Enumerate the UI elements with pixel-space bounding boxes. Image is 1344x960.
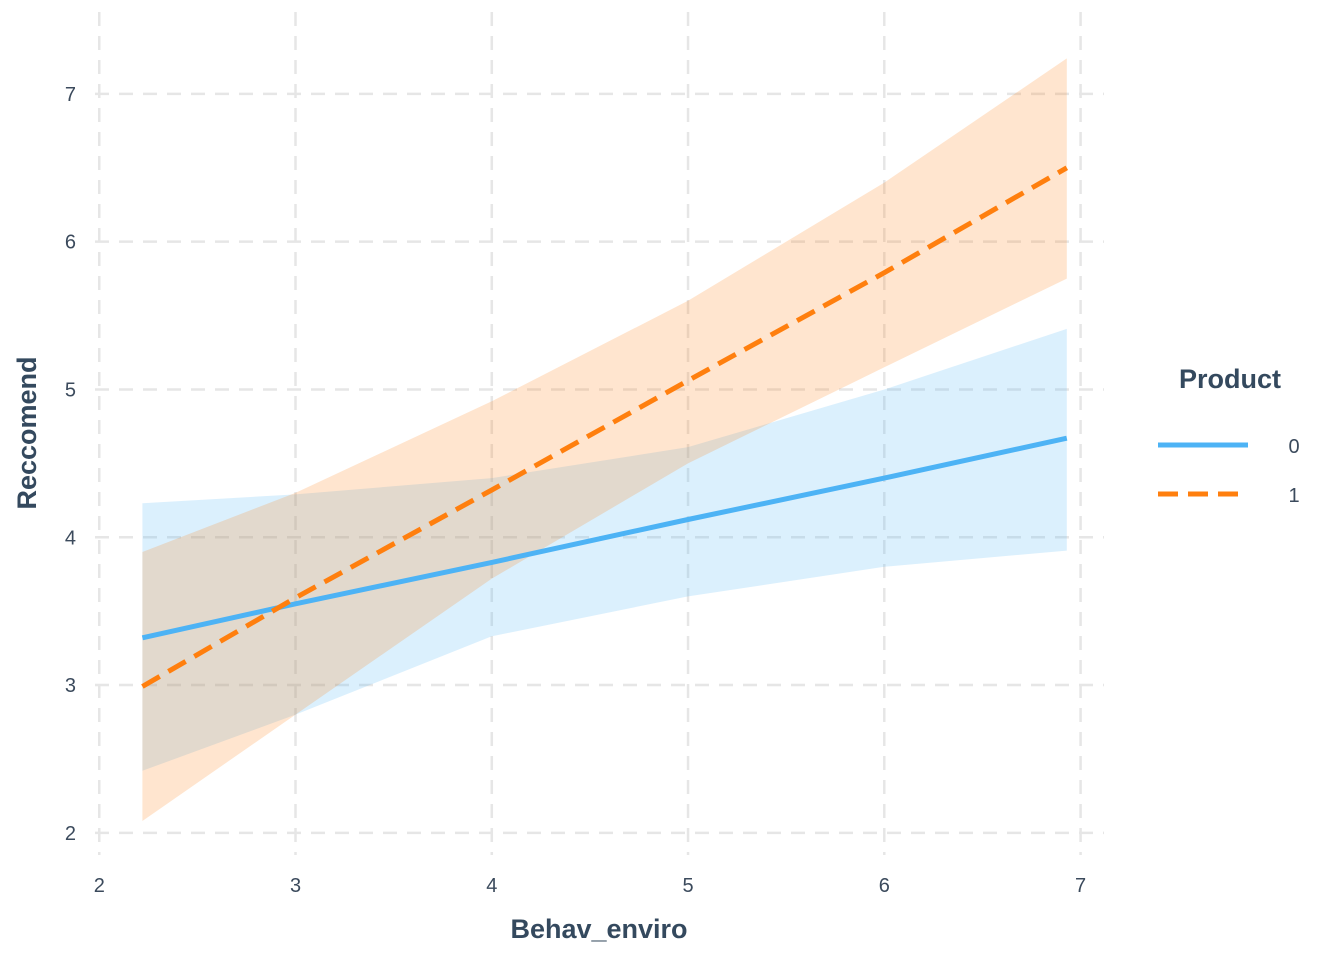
y-tick-label-4: 4 bbox=[65, 527, 76, 549]
confidence-band-1 bbox=[142, 58, 1067, 821]
x-tick-label-3: 3 bbox=[290, 875, 301, 897]
y-tick-label-7: 7 bbox=[65, 84, 76, 106]
confidence-bands bbox=[142, 58, 1067, 821]
x-tick-label-6: 6 bbox=[879, 875, 890, 897]
x-tick-labels: 2 3 4 5 6 7 bbox=[94, 875, 1086, 897]
legend: Product 01 bbox=[1158, 364, 1300, 507]
x-axis-title: Behav_enviro bbox=[510, 914, 687, 944]
legend-title: Product bbox=[1179, 364, 1281, 394]
x-tick-label-4: 4 bbox=[486, 875, 497, 897]
y-tick-label-5: 5 bbox=[65, 379, 76, 401]
y-tick-label-2: 2 bbox=[65, 823, 76, 845]
series-line-1 bbox=[141, 165, 1069, 689]
series-line-0 bbox=[141, 435, 1068, 641]
legend-label-0: 0 bbox=[1288, 436, 1299, 458]
x-tick-label-2: 2 bbox=[94, 875, 105, 897]
series-lines bbox=[141, 165, 1069, 689]
y-axis-title: Reccomend bbox=[12, 356, 42, 509]
x-tick-label-5: 5 bbox=[682, 875, 693, 897]
legend-item-1: 1 bbox=[1158, 485, 1300, 507]
x-tick-label-7: 7 bbox=[1075, 875, 1086, 897]
confidence-band-0 bbox=[142, 328, 1067, 771]
y-tick-label-3: 3 bbox=[65, 675, 76, 697]
legend-label-1: 1 bbox=[1288, 485, 1299, 507]
y-tick-label-6: 6 bbox=[65, 232, 76, 254]
y-tick-labels: 2 3 4 5 6 7 bbox=[65, 84, 76, 845]
legend-item-0: 0 bbox=[1158, 436, 1300, 458]
grid bbox=[95, 12, 1104, 855]
legend-items: 01 bbox=[1158, 436, 1300, 507]
